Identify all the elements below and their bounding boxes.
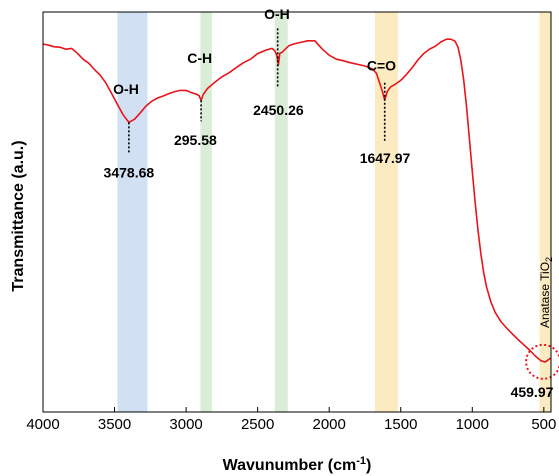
peak-value-2: 2450.26 [253, 102, 304, 118]
group-label-0: O-H [113, 81, 139, 97]
highlight-bands [117, 12, 551, 412]
x-axis-label-main: Wavunumber (cm [223, 457, 357, 474]
anatase-label-main: Anatase TiO [538, 262, 552, 328]
x-tick-label-0: 4000 [26, 416, 59, 433]
plot-area [42, 38, 551, 363]
group-label-3: C=O [367, 57, 396, 73]
anatase-label: Anatase TiO2 [538, 257, 554, 328]
plot-frame [42, 11, 552, 413]
x-tick-label-4: 2000 [313, 416, 346, 433]
y-axis-label: Transmittance (a.u.) [10, 140, 27, 291]
x-tick-label-5: 1500 [384, 416, 417, 433]
group-label-2: O-H [264, 6, 290, 22]
band-4 [539, 12, 551, 412]
x-axis-label: Wavunumber (cm-1) [223, 455, 372, 474]
x-tick-label-2: 3000 [169, 416, 202, 433]
x-axis-ticks: 4000 3500 3000 2500 2000 1500 1000 500 [26, 407, 556, 433]
band-1 [200, 12, 212, 412]
x-tick-label-6: 1000 [456, 416, 489, 433]
spectrum-line [42, 38, 551, 363]
band-2 [274, 12, 288, 412]
band-0 [117, 12, 148, 412]
peak-value-4: 459.97 [511, 384, 554, 400]
x-tick-label-1: 3500 [98, 416, 131, 433]
group-label-1: C-H [187, 50, 212, 66]
band-3 [374, 12, 398, 412]
peak-value-1: 295.58 [174, 132, 217, 148]
x-axis-label-sup: -1 [356, 455, 366, 467]
peak-value-3: 1647.97 [360, 150, 411, 166]
x-axis-label-end: ) [366, 457, 371, 474]
peak-value-0: 3478.68 [104, 165, 155, 181]
peak-annotations: O-H 3478.68 C-H 295.58 O-H 2450.26 C=O 1647.97 A… [104, 6, 559, 400]
x-tick-label-7: 500 [531, 416, 556, 433]
x-tick-label-3: 2500 [241, 416, 274, 433]
anatase-label-sub: 2 [544, 257, 554, 262]
